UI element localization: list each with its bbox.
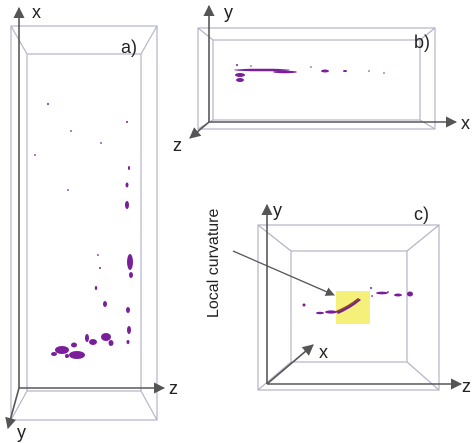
panel-a-vertical-axis-label: x bbox=[32, 2, 41, 22]
panel-b-depth-axis bbox=[189, 121, 210, 139]
curvature-annotation: Local curvature bbox=[205, 209, 222, 318]
panel-c-depth-axis bbox=[266, 344, 314, 385]
panel-a-depth-axis bbox=[5, 387, 20, 430]
panel-a: x z y a) bbox=[5, 2, 178, 442]
panel-b: y x z b) bbox=[173, 2, 470, 155]
curvature-pointer-arrow bbox=[232, 250, 335, 296]
panel-b-vertical-axis-label: y bbox=[224, 2, 233, 22]
panel-a-box bbox=[10, 25, 158, 421]
panel-a-label: a) bbox=[121, 37, 137, 57]
panel-c-label: c) bbox=[414, 204, 429, 224]
panel-c-horizontal-axis-label: z bbox=[462, 376, 471, 396]
panel-b-box bbox=[197, 27, 436, 130]
panel-a-axes bbox=[5, 6, 166, 430]
panel-b-depth-axis-label: z bbox=[173, 135, 182, 155]
panel-b-axes bbox=[189, 4, 458, 139]
panel-c-brown-trace bbox=[337, 298, 360, 312]
panel-c-depth-axis-label: x bbox=[319, 342, 328, 362]
panel-b-fracture-traces bbox=[234, 64, 385, 82]
panel-a-horizontal-axis-label: z bbox=[169, 378, 178, 398]
panel-b-horizontal-axis-label: x bbox=[461, 113, 470, 133]
panel-c-axes bbox=[261, 203, 463, 390]
curvature-highlight bbox=[336, 291, 370, 324]
panel-c-vertical-axis-label: y bbox=[273, 200, 282, 220]
panel-a-fracture-traces bbox=[34, 103, 133, 359]
panel-a-depth-axis-label: y bbox=[17, 422, 26, 442]
panel-b-label: b) bbox=[414, 32, 430, 52]
panel-c-box bbox=[257, 224, 440, 391]
panel-c: y z x c) Local curvature bbox=[205, 200, 471, 396]
